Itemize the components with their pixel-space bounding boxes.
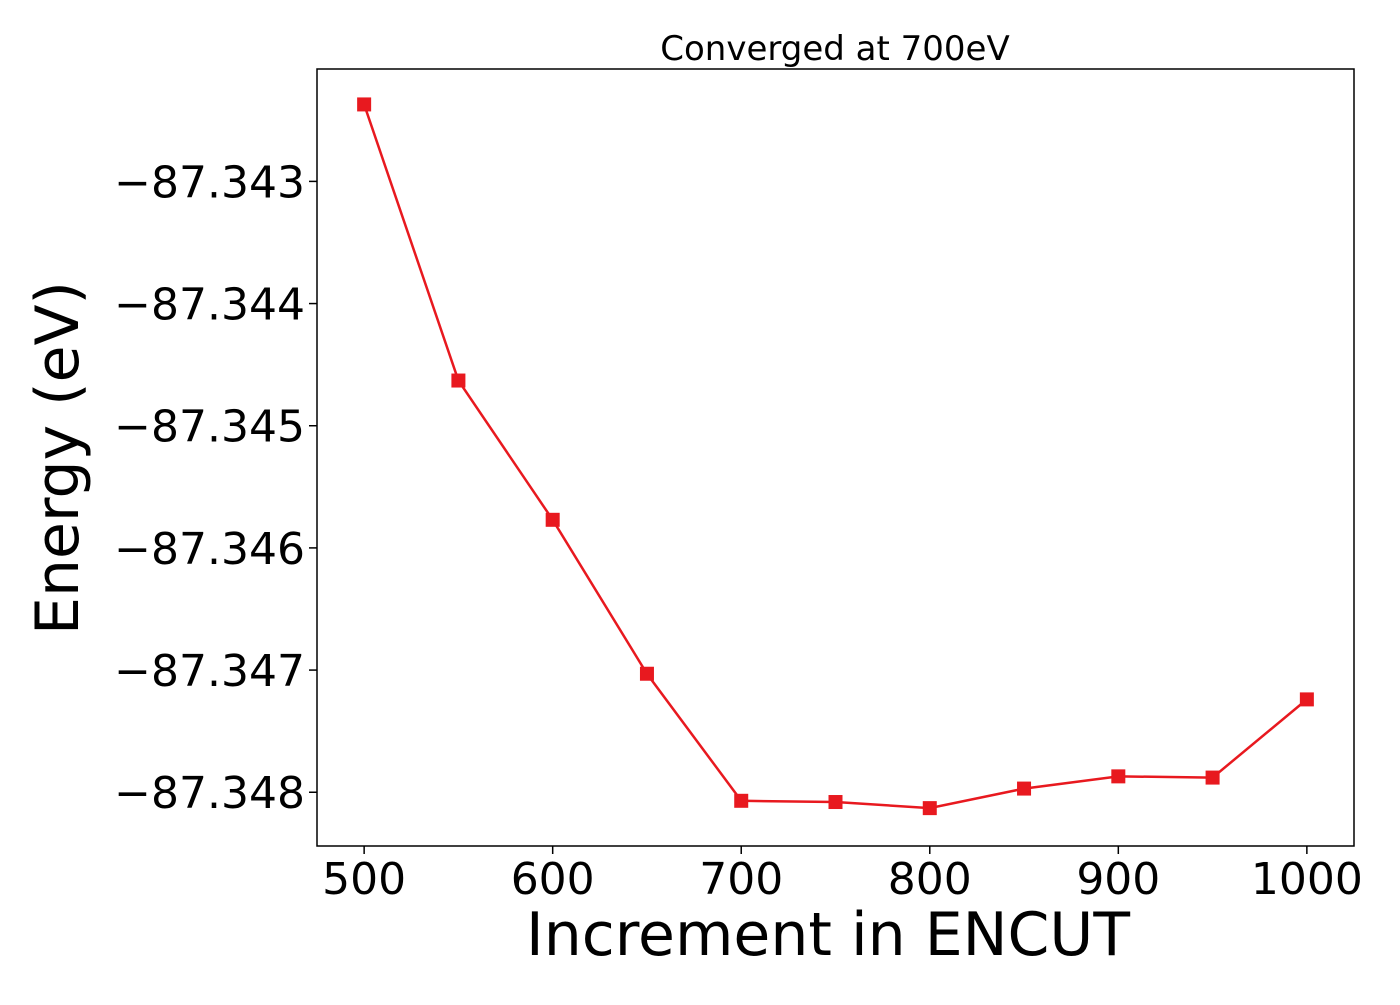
x-tick-label: 1000 bbox=[1251, 854, 1363, 905]
data-point bbox=[451, 373, 466, 388]
data-point bbox=[1017, 781, 1032, 796]
y-axis-title: Energy (eV) bbox=[23, 281, 93, 635]
data-point bbox=[1111, 769, 1126, 784]
data-point bbox=[828, 795, 843, 810]
data-point bbox=[734, 793, 749, 808]
y-tick-label: −87.343 bbox=[114, 157, 305, 208]
y-tick-label: −87.345 bbox=[114, 402, 305, 453]
data-point bbox=[1205, 770, 1220, 785]
y-axis: −87.343 −87.344 −87.345 −87.346 −87.347 −87.3… bbox=[114, 157, 317, 819]
y-tick-label: −87.347 bbox=[114, 646, 305, 697]
x-tick-label: 900 bbox=[1076, 854, 1160, 905]
x-tick-label: 500 bbox=[322, 854, 406, 905]
x-axis-title: Increment in ENCUT bbox=[526, 900, 1130, 970]
y-tick-label: −87.348 bbox=[114, 768, 305, 819]
data-point bbox=[922, 801, 937, 816]
x-tick-label: 600 bbox=[511, 854, 595, 905]
data-point bbox=[545, 512, 560, 527]
y-tick-label: −87.344 bbox=[114, 280, 305, 331]
x-tick-label: 800 bbox=[888, 854, 972, 905]
x-axis: 500 600 700 800 900 1000 bbox=[322, 846, 1363, 905]
data-point bbox=[639, 666, 654, 681]
y-tick-label: −87.346 bbox=[114, 524, 305, 575]
series-layer bbox=[357, 97, 1314, 816]
chart-title: Converged at 700eV bbox=[660, 29, 1009, 69]
data-point bbox=[357, 97, 372, 112]
x-tick-label: 700 bbox=[699, 854, 783, 905]
data-point bbox=[1299, 692, 1314, 707]
series-line bbox=[362, 104, 1308, 810]
plot-frame bbox=[316, 68, 1355, 847]
